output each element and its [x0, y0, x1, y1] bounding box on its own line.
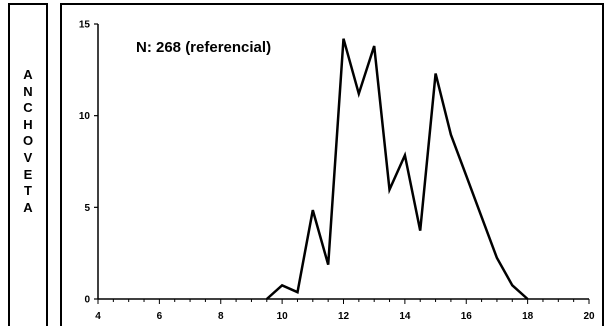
x-tick-label: 18 [522, 311, 534, 322]
x-tick-label: 14 [399, 311, 411, 322]
species-letter: A [23, 199, 33, 215]
x-tick-label: 10 [277, 311, 289, 322]
species-letter: C [23, 100, 33, 116]
y-tick-label: 10 [79, 111, 91, 122]
sample-size-annotation: N: 268 (referencial) [136, 39, 271, 56]
x-tick-label: 20 [583, 311, 595, 322]
species-letter: H [23, 116, 33, 132]
species-letter: T [24, 183, 32, 199]
x-tick-label: 12 [338, 311, 350, 322]
species-letter: N [23, 83, 33, 99]
x-tick-label: 16 [461, 311, 473, 322]
x-tick-label: 4 [95, 311, 101, 322]
species-letter: A [23, 67, 33, 82]
x-tick-label: 6 [157, 311, 163, 322]
y-tick-label: 5 [84, 203, 90, 214]
species-letter: E [23, 166, 33, 182]
frequency-line [265, 38, 529, 300]
chart-frame [60, 3, 604, 326]
species-letter: O [22, 133, 34, 149]
y-tick-label: 0 [84, 295, 90, 306]
y-tick-label: 15 [79, 20, 91, 31]
species-letter: V [23, 149, 33, 165]
x-tick-label: 8 [218, 311, 224, 322]
